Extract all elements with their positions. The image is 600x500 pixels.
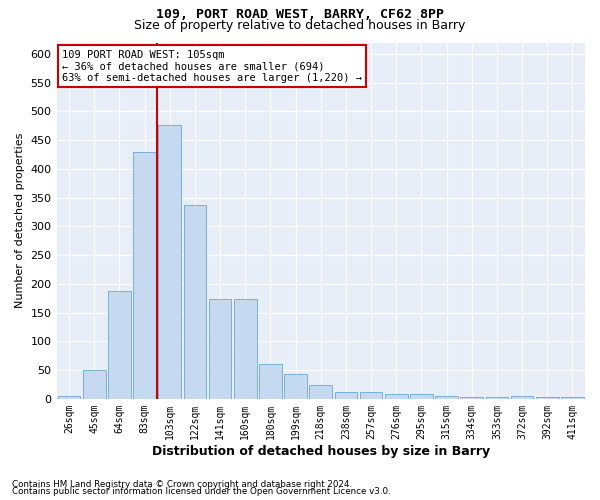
Bar <box>310 385 332 399</box>
Bar <box>485 396 508 399</box>
Text: Size of property relative to detached houses in Barry: Size of property relative to detached ho… <box>134 18 466 32</box>
Bar <box>209 299 232 399</box>
Bar <box>284 374 307 399</box>
Bar <box>360 392 382 399</box>
Bar <box>133 152 156 399</box>
Bar <box>83 370 106 399</box>
Bar <box>184 204 206 399</box>
X-axis label: Distribution of detached houses by size in Barry: Distribution of detached houses by size … <box>152 444 490 458</box>
Text: Contains public sector information licensed under the Open Government Licence v3: Contains public sector information licen… <box>12 487 391 496</box>
Bar <box>561 396 584 399</box>
Y-axis label: Number of detached properties: Number of detached properties <box>15 133 25 308</box>
Bar <box>234 299 257 399</box>
Text: Contains HM Land Registry data © Crown copyright and database right 2024.: Contains HM Land Registry data © Crown c… <box>12 480 352 489</box>
Bar <box>536 396 559 399</box>
Bar <box>108 292 131 399</box>
Text: 109, PORT ROAD WEST, BARRY, CF62 8PP: 109, PORT ROAD WEST, BARRY, CF62 8PP <box>156 8 444 20</box>
Bar <box>158 126 181 399</box>
Text: 109 PORT ROAD WEST: 105sqm
← 36% of detached houses are smaller (694)
63% of sem: 109 PORT ROAD WEST: 105sqm ← 36% of deta… <box>62 50 362 83</box>
Bar <box>335 392 357 399</box>
Bar <box>259 364 282 399</box>
Bar <box>460 396 483 399</box>
Bar <box>511 396 533 399</box>
Bar <box>435 396 458 399</box>
Bar <box>58 396 80 399</box>
Bar <box>410 394 433 399</box>
Bar <box>385 394 407 399</box>
